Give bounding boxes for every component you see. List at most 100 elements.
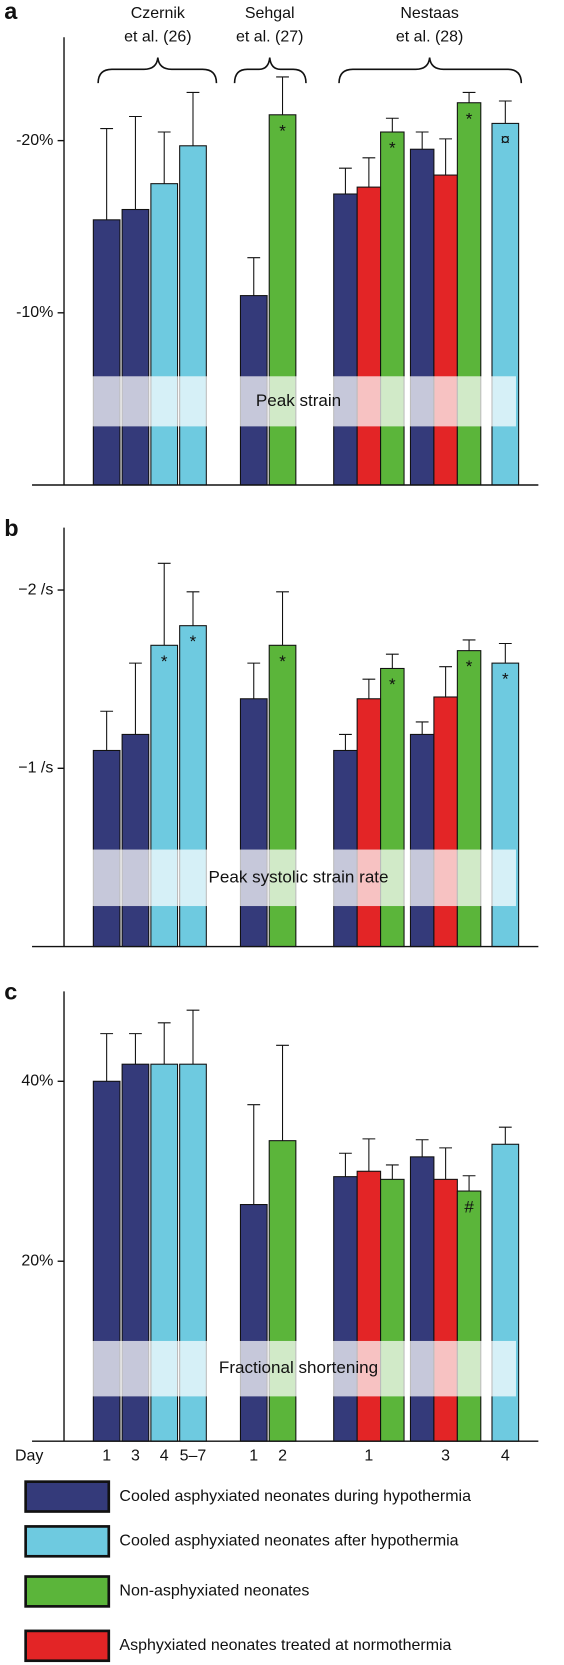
error-bar [339,1152,352,1177]
bar [150,183,179,486]
study-label: et al. (27) [236,29,303,46]
error-bar [415,721,429,735]
legend-swatch [24,1480,111,1513]
x-tick-label: 5–7 [180,1447,207,1464]
x-tick-label: 1 [102,1447,111,1464]
legend-swatch [24,1629,111,1663]
error-bar [415,131,429,150]
bar [409,1156,435,1442]
error-bar [439,1147,453,1180]
bar [239,1204,268,1442]
annotation: * [161,652,168,671]
bar [433,696,458,948]
error-bar [186,591,200,626]
x-axis-label: Day [15,1447,43,1464]
study-label: Nestaas [400,5,459,22]
x-tick-label: 3 [131,1447,140,1464]
error-bar [462,1175,476,1192]
error-bar [385,117,399,133]
error-bar [247,662,261,699]
annotation: * [466,109,473,128]
error-bar [498,642,512,664]
annotation: * [190,632,197,651]
error-bar [247,257,261,296]
error-bar [439,666,453,697]
bar [433,1178,458,1442]
annotation: ¤ [501,130,510,149]
y-tick-label: −1 /s [18,760,53,777]
error-bar [362,1138,376,1172]
chart-title: Peak systolic strain rate [209,867,389,886]
x-tick-label: 1 [249,1447,258,1464]
bar [456,102,482,486]
legend-label: Non-asphyxiated neonates [119,1583,309,1600]
error-bar [100,128,114,220]
bar [409,148,435,486]
bar [380,1178,405,1442]
y-tick-label: -10% [16,304,53,321]
bar [121,208,150,486]
study-label: Czernik [131,5,185,22]
error-bar [462,91,476,103]
error-bar [157,562,171,646]
error-bar [498,1126,512,1145]
panel-letter: c [4,979,17,1005]
bar [433,174,458,486]
error-bar [186,91,200,146]
annotation: * [279,652,286,671]
error-bar [462,639,476,651]
bar [268,114,297,486]
bar [333,193,358,486]
error-bar [100,710,114,751]
chart-title: Fractional shortening [219,1358,378,1377]
error-bar [276,1044,289,1141]
label-band [91,849,516,907]
error-bar [157,131,171,184]
brace [338,57,523,84]
panel-letter: b [4,515,18,541]
error-bar [385,653,399,669]
error-bar [498,100,512,124]
study-braces [97,57,523,84]
error-bar [129,662,142,735]
error-bar [439,138,453,176]
y-tick-label: 20% [21,1252,53,1269]
error-bar [339,167,352,195]
bar [179,145,207,486]
legend-swatch [24,1575,111,1608]
bar [92,749,121,948]
y-tick-label: 40% [21,1073,53,1090]
bar [356,1170,382,1442]
error-bar [362,157,376,188]
study-label: et al. (28) [396,29,463,46]
error-bar [247,1104,261,1205]
annotation: * [279,121,286,140]
bar [333,1176,358,1442]
bar [121,733,150,948]
error-bar [385,1164,399,1180]
annotation: * [389,139,396,158]
y-tick-label: −2 /s [18,581,53,598]
legend-label: Cooled asphyxiated neonates during hypot… [119,1488,471,1505]
legend-swatch [24,1525,111,1558]
error-bar [100,1033,114,1082]
error-bar [186,1009,200,1065]
bar [239,698,268,948]
x-tick-label: 4 [501,1447,510,1464]
error-bar [129,1033,142,1065]
bar [92,219,121,486]
study-label: Sehgal [245,5,295,22]
error-bar [362,678,376,699]
x-tick-label: 2 [278,1447,287,1464]
x-tick-label: 4 [160,1447,169,1464]
chart-title: Peak strain [256,391,341,410]
bar [491,122,520,486]
panel-letter: a [4,0,18,24]
x-tick-label: 3 [441,1447,450,1464]
bar [356,186,382,486]
study-label: et al. (26) [124,29,191,46]
bar [491,1143,520,1442]
bar [456,1190,482,1442]
bar [380,131,405,486]
